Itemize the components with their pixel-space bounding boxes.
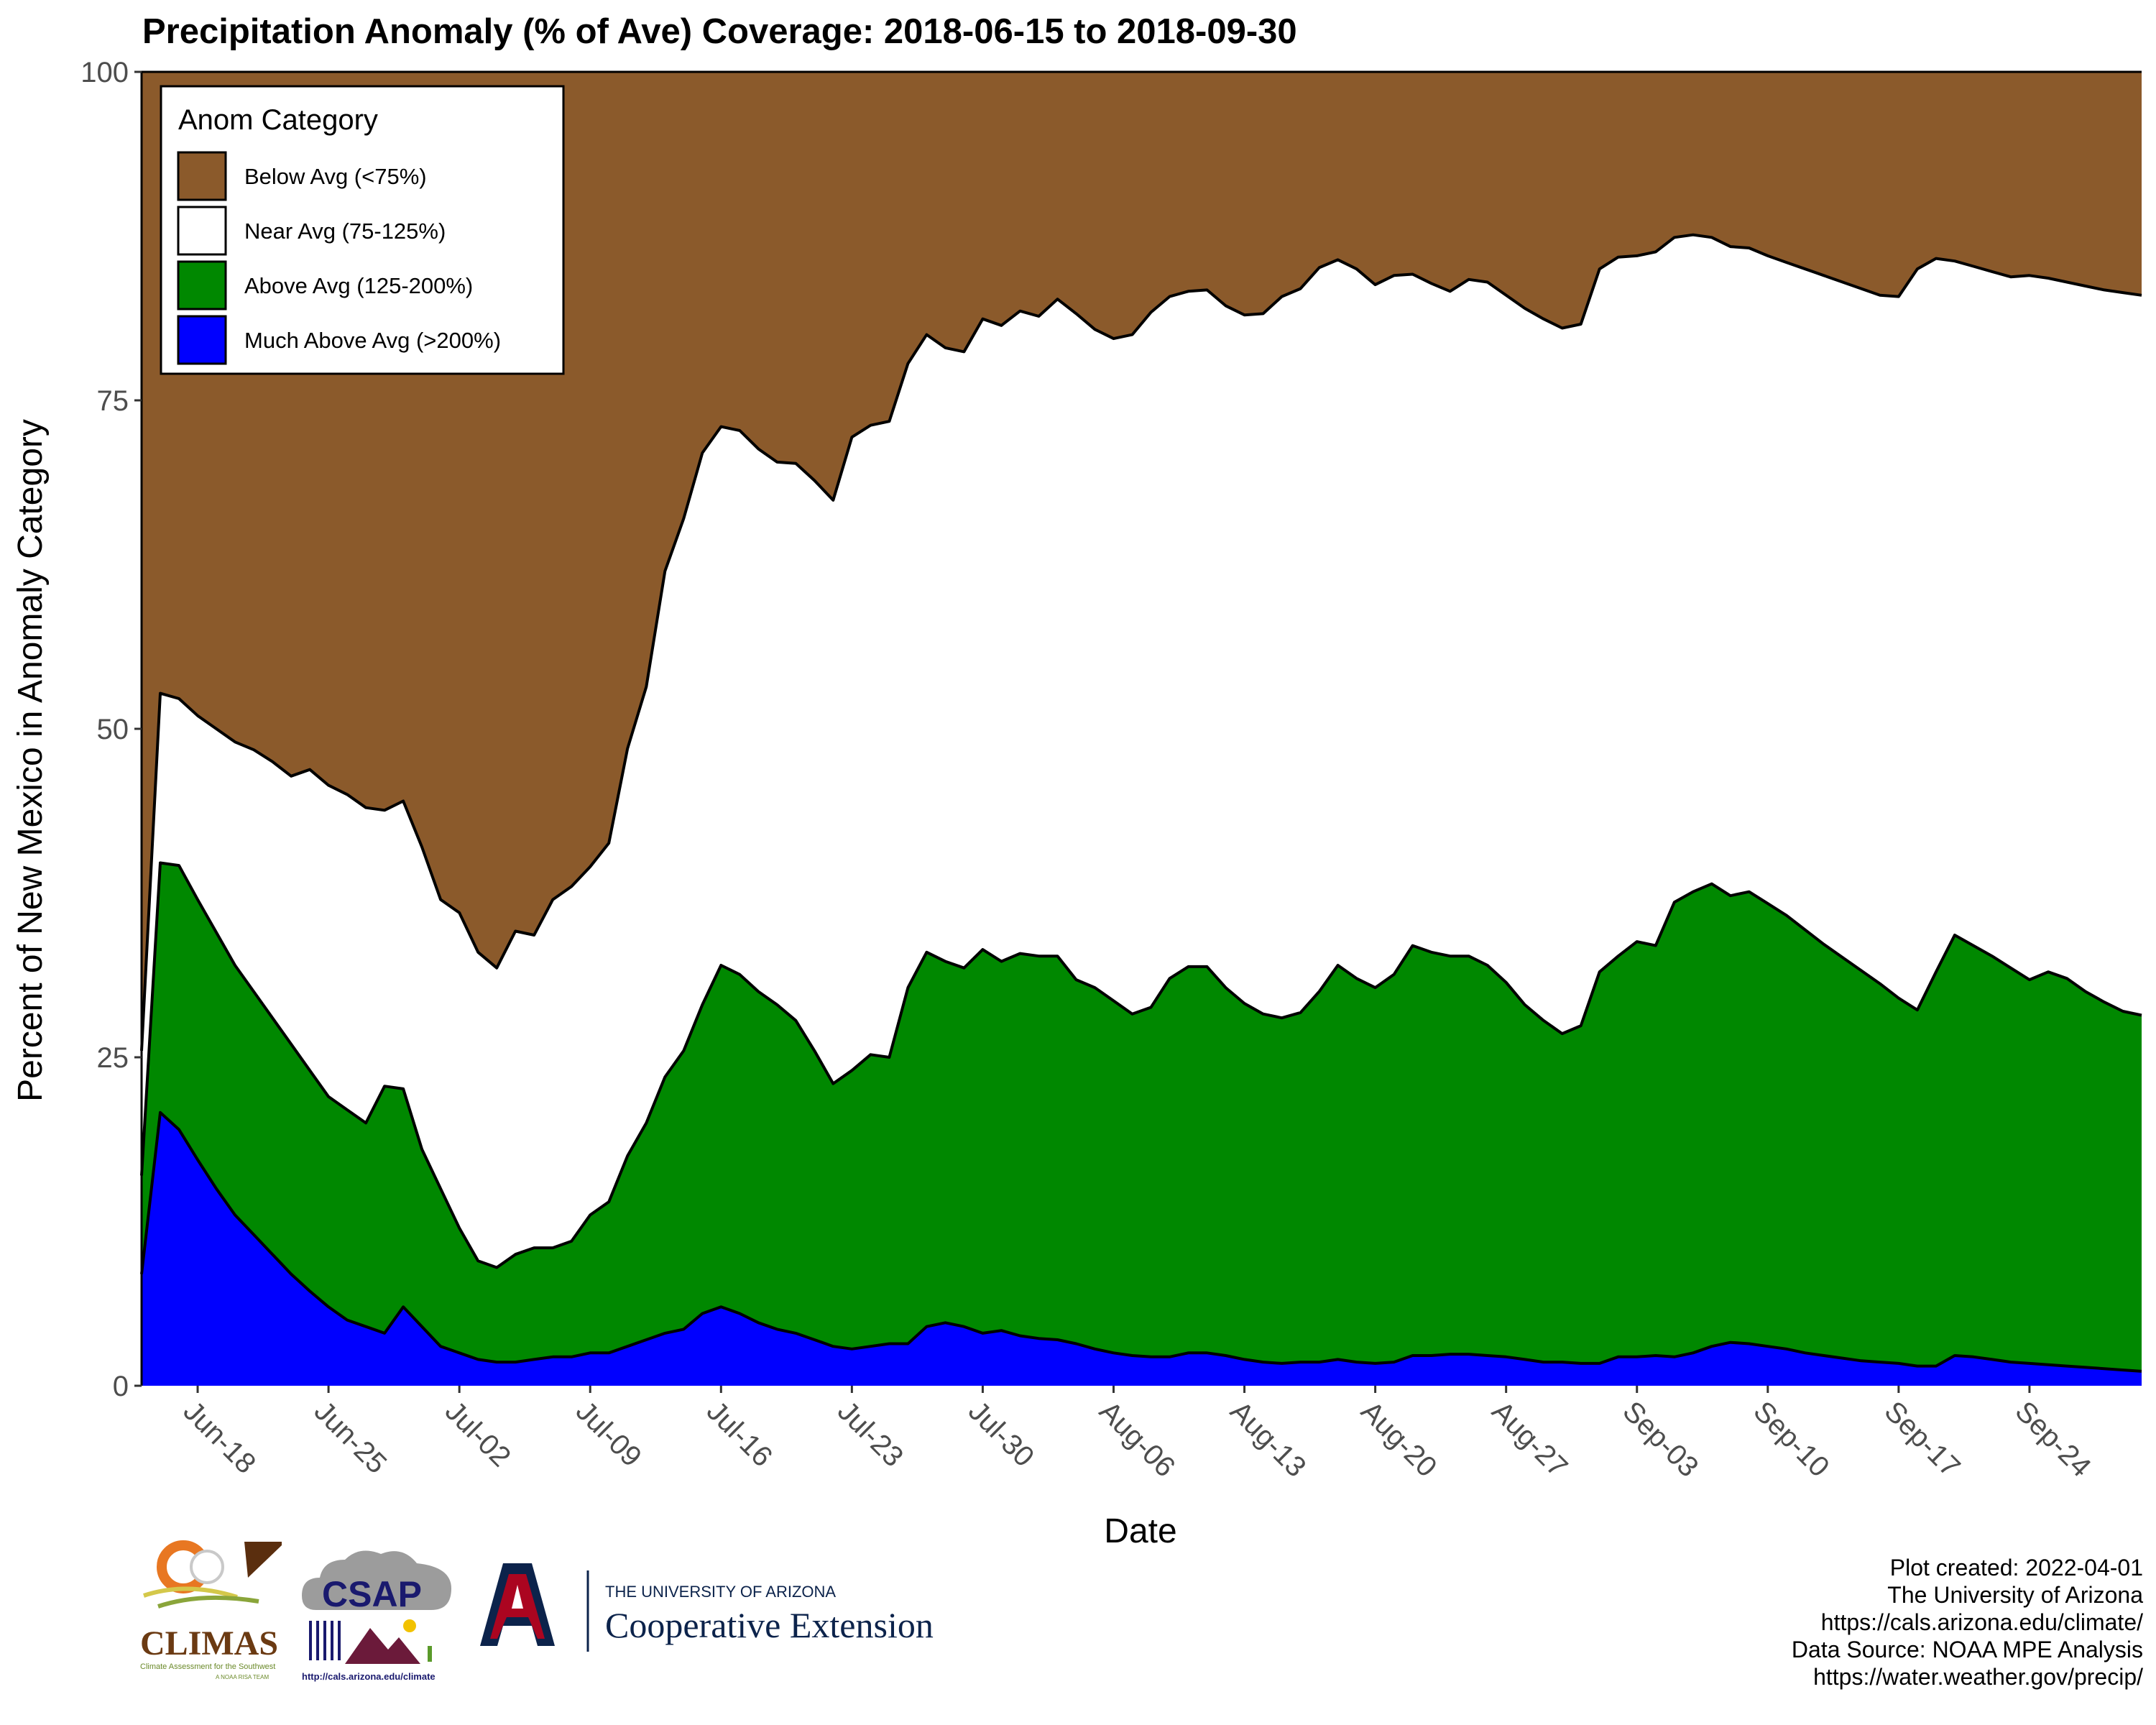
x-tick-label: Jul-30 [962, 1395, 1040, 1473]
area-much-above-avg-200 [142, 1112, 2142, 1386]
legend-title: Anom Category [178, 104, 378, 136]
x-tick-label: Jun-18 [178, 1395, 262, 1480]
x-tick-label: Jul-16 [701, 1395, 778, 1473]
ua-logo: THE UNIVERSITY OF ARIZONA Cooperative Ex… [480, 1563, 934, 1652]
boundary-line-much-above-avg-200 [140, 1110, 2142, 1373]
credit-plot-created: Plot created: 2022-04-01 [1889, 1555, 2143, 1581]
ua-logo-title: Cooperative Extension [605, 1605, 934, 1645]
credit-data-source-url: https://water.weather.gov/precip/ [1813, 1664, 2143, 1690]
x-tick-label: Aug-20 [1355, 1395, 1442, 1483]
x-tick-label: Jun-25 [308, 1395, 393, 1480]
legend-swatch [177, 151, 227, 201]
csap-sun-icon [403, 1619, 416, 1632]
legend-swatch [177, 206, 227, 256]
csap-mountain-icon [345, 1628, 420, 1664]
y-axis: 0 25 50 75 100 [80, 57, 142, 1402]
y-tick-label: 0 [113, 1371, 129, 1402]
credit-institution: The University of Arizona [1887, 1582, 2143, 1608]
climas-logo-subtitle: Climate Assessment for the Southwest [140, 1662, 275, 1671]
legend-swatch [177, 315, 227, 365]
legend-swatch [177, 260, 227, 310]
x-tick-label: Jul-02 [439, 1395, 517, 1473]
legend-label: Above Avg (125-200%) [244, 273, 473, 298]
climas-logo-sub2: A NOAA RISA TEAM [216, 1674, 269, 1680]
csap-cactus-icon [428, 1646, 432, 1662]
x-tick-label: Jul-09 [570, 1395, 648, 1473]
legend-label: Much Above Avg (>200%) [244, 328, 501, 353]
legend: Anom Category Below Avg (<75%) Near Avg (7… [160, 85, 565, 375]
y-tick-label: 100 [80, 57, 129, 88]
x-tick-label: Aug-13 [1224, 1395, 1312, 1483]
x-tick-label: Jul-23 [831, 1395, 909, 1473]
csap-logo: CSAP http://cals.arizona.edu/climate [302, 1550, 451, 1682]
area-above-avg-125-200 [142, 862, 2142, 1386]
x-axis: Jun-18 Jun-25 Jul-02 Jul-09 Jul-16 Jul-23 Jul-… [178, 1386, 2097, 1484]
boundary-line-above-avg-125-200 [140, 861, 2142, 1269]
legend-box [160, 85, 565, 375]
credit-institution-url: https://cals.arizona.edu/climate/ [1820, 1609, 2143, 1635]
ua-block-a-icon [480, 1563, 555, 1646]
x-tick-label: Aug-27 [1485, 1395, 1573, 1483]
y-axis-title: Percent of New Mexico in Anomaly Categor… [11, 419, 50, 1102]
y-tick-label: 50 [97, 714, 129, 745]
csap-rain-icon [309, 1621, 341, 1660]
x-tick-label: Sep-10 [1747, 1395, 1835, 1483]
plot-areas [140, 72, 2142, 1386]
chart-title: Precipitation Anomaly (% of Ave) Coverag… [142, 12, 1297, 51]
climas-logo-text: CLIMAS [140, 1624, 278, 1662]
x-tick-label: Aug-06 [1093, 1395, 1181, 1483]
csap-logo-url: http://cals.arizona.edu/climate [302, 1671, 436, 1682]
credit-data-source: Data Source: NOAA MPE Analysis [1791, 1637, 2143, 1662]
legend-label: Near Avg (75-125%) [244, 218, 446, 244]
x-tick-label: Sep-17 [1879, 1395, 1966, 1483]
x-axis-title: Date [1104, 1512, 1176, 1550]
csap-logo-text: CSAP [322, 1574, 422, 1614]
boundary-line-near-avg-75-125 [140, 233, 2142, 1052]
y-tick-label: 75 [97, 385, 129, 417]
x-tick-label: Sep-03 [1616, 1395, 1704, 1483]
x-tick-label: Sep-24 [2009, 1395, 2097, 1483]
climas-logo: CLIMAS Climate Assessment for the Southw… [140, 1540, 282, 1680]
credits: Plot created: 2022-04-01 The University … [1792, 1554, 2143, 1690]
ua-logo-header: THE UNIVERSITY OF ARIZONA [605, 1583, 836, 1601]
y-tick-label: 25 [97, 1042, 129, 1074]
legend-label: Below Avg (<75%) [244, 164, 427, 189]
